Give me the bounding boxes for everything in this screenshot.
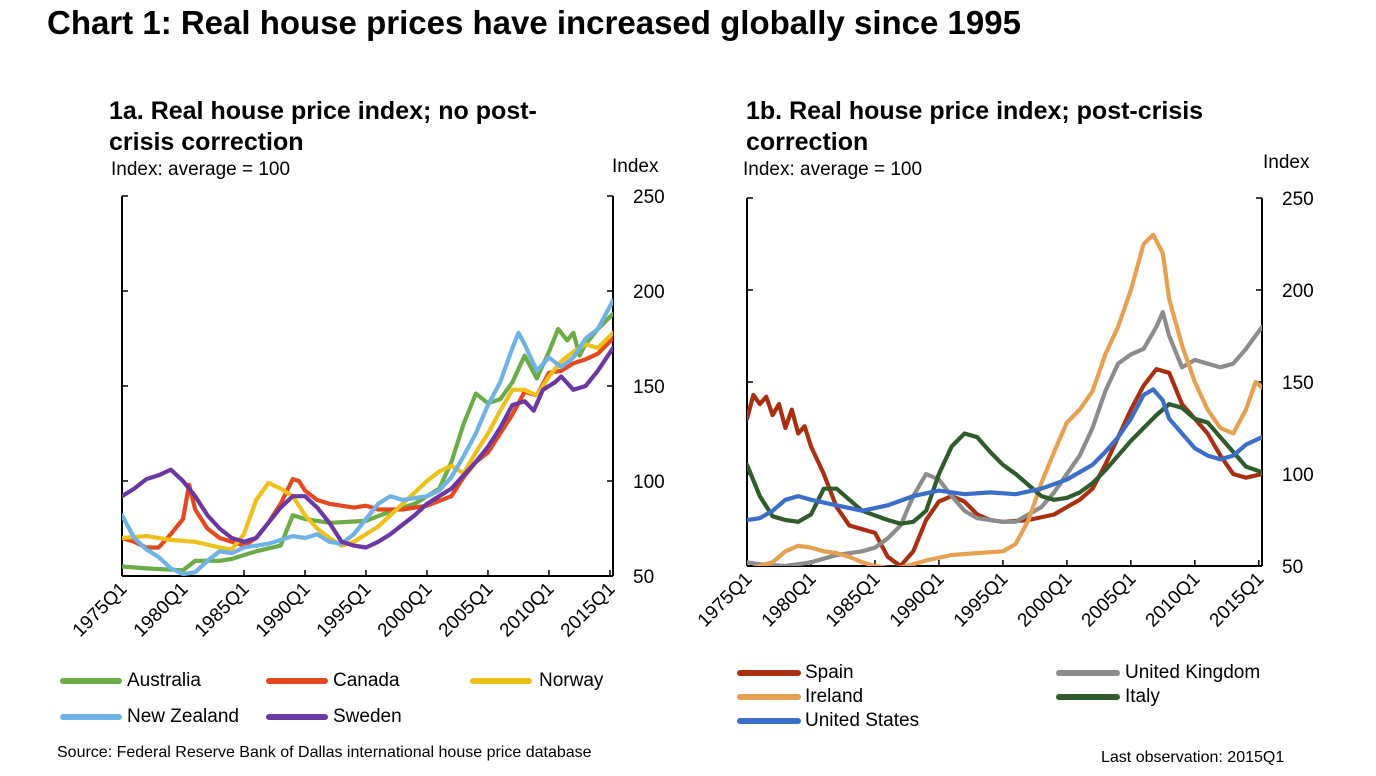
legend-label: Australia xyxy=(127,670,201,691)
x-tick-label: 2000Q1 xyxy=(374,579,437,642)
panel-b-title-line1: 1b. Real house price index; post-crisis xyxy=(746,97,1204,125)
x-tick-label: 2005Q1 xyxy=(435,579,498,642)
panel-b-title-line2: correction xyxy=(746,128,869,156)
x-tick-label: 2005Q1 xyxy=(1078,569,1141,632)
series-line-united-states xyxy=(747,387,1262,523)
legend-item-united-states: United States xyxy=(737,709,977,733)
y-tick-label: 200 xyxy=(1282,281,1314,302)
panel-a-plot: 50 100 150 200 250 1975Q11980Q11985Q11990Q119… xyxy=(69,187,665,641)
legend-label: New Zealand xyxy=(127,706,239,727)
y-tick-label: 50 xyxy=(633,567,654,588)
x-tick-label: 1985Q1 xyxy=(191,579,254,642)
legend-item-new-zealand: New Zealand xyxy=(60,705,260,729)
legend-item-norway: Norway xyxy=(470,669,630,693)
panel-b-series-group xyxy=(747,232,1262,566)
legend-item-australia: Australia xyxy=(60,669,260,693)
legend-label: United Kingdom xyxy=(1125,662,1261,683)
legend-swatch xyxy=(737,670,801,676)
x-tick-label: 2010Q1 xyxy=(1142,569,1205,632)
x-tick-label: 2015Q1 xyxy=(557,579,620,642)
x-tick-label: 2015Q1 xyxy=(1206,569,1269,632)
x-tick-label: 1980Q1 xyxy=(130,579,193,642)
series-line-australia xyxy=(122,311,613,573)
panel-b-right-unit: Index xyxy=(1263,152,1310,173)
series-line-united-kingdom xyxy=(747,310,1262,566)
legend-item-ireland: Ireland xyxy=(737,685,937,709)
series-line-norway xyxy=(122,330,613,552)
series-line-spain xyxy=(747,367,1262,566)
x-tick-label: 1990Q1 xyxy=(252,579,315,642)
x-tick-label: 1975Q1 xyxy=(69,579,132,642)
legend-swatch xyxy=(60,714,122,720)
last-observation-note: Last observation: 2015Q1 xyxy=(1101,749,1285,766)
panel-b-title: 1b. Real house price index; post-crisis … xyxy=(746,96,1203,158)
legend-item-sweden: Sweden xyxy=(266,705,466,729)
y-tick-label: 150 xyxy=(633,377,665,398)
panel-b-plot: 50 100 150 200 250 1975Q1 1980Q1 1985Q1 1990Q1 19… xyxy=(694,189,1314,631)
series-line-italy xyxy=(747,402,1262,526)
legend-swatch xyxy=(1056,694,1120,700)
x-tick-label: 2000Q1 xyxy=(1014,569,1077,632)
chart-main-title: Chart 1: Real house prices have increase… xyxy=(47,4,1021,41)
legend-item-canada: Canada xyxy=(266,669,466,693)
y-tick-label: 150 xyxy=(1282,373,1314,394)
y-tick-label: 250 xyxy=(633,187,665,208)
panel-b-left-unit: Index: average = 100 xyxy=(743,159,923,180)
panel-a-right-unit: Index xyxy=(612,156,659,177)
x-tick-label: 1980Q1 xyxy=(758,569,821,632)
legend-label: Italy xyxy=(1125,686,1160,707)
legend-swatch xyxy=(1056,670,1120,676)
legend-swatch xyxy=(266,678,328,684)
panel-a-series-group xyxy=(122,298,613,576)
x-tick-label: 1985Q1 xyxy=(822,569,885,632)
x-tick-label: 1995Q1 xyxy=(313,579,376,642)
legend-swatch xyxy=(266,714,328,720)
source-note: Source: Federal Reserve Bank of Dallas i… xyxy=(57,744,592,761)
panel-a-title-line1: 1a. Real house price index; no post- xyxy=(109,97,537,125)
legend-swatch xyxy=(60,678,122,684)
series-line-new-zealand xyxy=(122,298,613,576)
legend-label: United States xyxy=(805,710,920,731)
legend-item-spain: Spain xyxy=(737,661,937,685)
x-tick-label: 1995Q1 xyxy=(950,569,1013,632)
legend-item-italy: Italy xyxy=(1056,685,1256,709)
x-tick-label: 2010Q1 xyxy=(496,579,559,642)
x-tick-label: 1990Q1 xyxy=(886,569,949,632)
y-tick-label: 250 xyxy=(1282,189,1314,210)
y-tick-label: 100 xyxy=(1282,465,1314,486)
series-line-ireland xyxy=(752,232,1262,566)
legend-swatch xyxy=(737,718,801,724)
panel-a-title-line2: crisis correction xyxy=(109,128,304,156)
panel-a-left-unit: Index: average = 100 xyxy=(111,159,291,180)
panel-a-title: 1a. Real house price index; no post- cri… xyxy=(109,96,537,158)
legend-swatch xyxy=(737,694,801,700)
legend-label: Norway xyxy=(539,670,604,691)
x-tick-label: 1975Q1 xyxy=(694,569,757,632)
series-line-sweden xyxy=(122,345,613,550)
y-tick-label: 200 xyxy=(633,282,665,303)
legend-label: Spain xyxy=(805,662,854,683)
legend-label: Ireland xyxy=(805,686,864,707)
y-tick-label: 100 xyxy=(633,472,665,493)
legend-swatch xyxy=(470,678,532,684)
y-tick-label: 50 xyxy=(1282,557,1303,578)
legend-label: Sweden xyxy=(333,706,402,727)
legend-label: Canada xyxy=(333,670,400,691)
legend-item-united-kingdom: United Kingdom xyxy=(1056,661,1296,685)
